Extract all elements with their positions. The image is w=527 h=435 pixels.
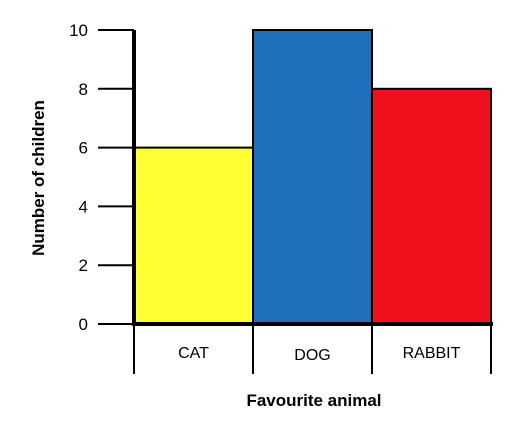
y-tick-label: 8 [79,80,88,99]
bar-cat [133,146,254,325]
bar-rabbit [371,87,492,325]
y-tick-label: 0 [79,315,88,334]
axes [132,30,493,374]
y-tick-label: 2 [79,256,88,275]
bar-dog [252,29,373,325]
y-tick-label: 4 [79,197,88,216]
x-axis-title: Favourite animal [246,391,381,410]
x-category-label: RABBIT [403,345,461,362]
bars [133,29,492,325]
y-axis-title: Number of children [29,100,48,256]
x-category-label: CAT [178,345,209,362]
x-category-label: DOG [294,347,330,364]
y-tick-label: 10 [69,21,88,40]
y-axis-ticks: 0 2 4 6 8 10 [69,21,134,334]
x-axis-category-labels: CAT DOG RABBIT [178,345,461,364]
y-tick-label: 6 [79,139,88,158]
